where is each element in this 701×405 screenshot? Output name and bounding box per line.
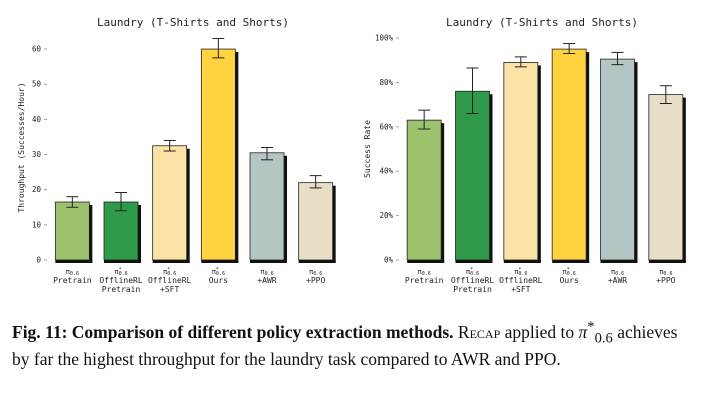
y-tick-label: 0	[36, 256, 41, 265]
y-tick-label: 10	[32, 220, 42, 229]
bar	[152, 145, 188, 261]
x-tick-label: +SFT	[511, 285, 530, 294]
y-tick-label: 60	[32, 45, 42, 54]
bar	[503, 62, 539, 261]
bar-base	[298, 260, 336, 263]
bar-base	[250, 260, 287, 263]
bar-base	[648, 260, 686, 263]
x-tick-symbol: π0.6	[66, 268, 79, 277]
bar-base	[600, 260, 638, 263]
x-tick-label: +AWR	[257, 276, 276, 285]
bar-base	[201, 260, 239, 263]
x-tick-label: +SFT	[160, 285, 179, 294]
x-tick-label: Pretrain	[102, 285, 141, 294]
bar-base	[503, 260, 541, 263]
throughput-chart: Laundry (T-Shirts and Shorts) Throughput …	[17, 16, 336, 294]
y-tick-label: 40%	[379, 167, 393, 176]
bar	[551, 48, 587, 261]
y-axis-label: Throughput (Successes/Hour)	[17, 82, 26, 212]
x-tick-label: +AWR	[608, 276, 627, 285]
x-tick-label: Pretrain	[53, 276, 92, 285]
bar-base	[104, 260, 141, 263]
caption-bold: Comparison of different policy extractio…	[71, 321, 454, 342]
caption-pi-star: *	[587, 319, 595, 335]
x-tick-symbol: π0.6	[309, 268, 322, 277]
chart-title: Laundry (T-Shirts and Shorts)	[97, 16, 289, 29]
x-tick-symbol: π* 0.6	[466, 267, 479, 277]
x-tick-symbol: π* 0.6	[212, 267, 225, 277]
x-tick-symbol: π* 0.6	[163, 267, 176, 277]
bar	[298, 182, 334, 261]
x-tick-label: OfflineRL	[499, 276, 543, 285]
caption-rest: achieves by far the highest throughput f…	[12, 321, 678, 370]
y-tick-label: 20%	[379, 211, 393, 220]
x-tick-label: Ours	[209, 276, 228, 285]
x-tick-symbol: π* 0.6	[563, 267, 576, 277]
x-tick-symbol: π0.6	[418, 268, 431, 277]
bar	[200, 48, 236, 261]
chart-title: Laundry (T-Shirts and Shorts)	[446, 16, 638, 29]
figure-caption: Fig. 11: Comparison of different policy …	[12, 317, 696, 370]
y-tick-label: 0%	[384, 256, 394, 265]
caption-label: Fig. 11:	[12, 321, 68, 342]
bar	[455, 90, 490, 261]
bar	[406, 119, 442, 261]
caption-recap: Recap	[457, 321, 501, 342]
caption-pi-sub: 0.6	[594, 330, 613, 347]
x-tick-label: OfflineRL	[148, 276, 192, 285]
y-axis-label: Success Rate	[363, 120, 372, 178]
bar-base	[152, 260, 190, 263]
y-tick-label: 20	[32, 185, 42, 194]
y-tick-label: 30	[32, 150, 42, 159]
caption-pi: π	[578, 321, 588, 342]
caption-mid: applied to	[504, 321, 575, 342]
bar	[249, 152, 285, 261]
y-tick-label: 40	[32, 115, 42, 124]
x-tick-symbol: π* 0.6	[514, 267, 527, 277]
bar-base	[552, 260, 590, 263]
y-tick-label: 100%	[375, 34, 394, 43]
x-tick-symbol: π0.6	[611, 268, 624, 277]
bar	[54, 201, 90, 261]
success-rate-chart: Laundry (T-Shirts and Shorts) Success Rat…	[363, 16, 686, 294]
x-tick-label: Pretrain	[405, 276, 444, 285]
y-tick-label: 50	[32, 80, 42, 89]
x-tick-label: OfflineRL	[451, 276, 495, 285]
x-tick-label: Pretrain	[453, 285, 492, 294]
y-tick-label: 80%	[379, 78, 393, 87]
x-tick-label: Ours	[560, 276, 579, 285]
x-tick-symbol: π0.6	[260, 268, 273, 277]
x-tick-symbol: π* 0.6	[114, 267, 127, 277]
x-tick-label: +PPO	[306, 276, 325, 285]
x-tick-label: +PPO	[656, 276, 675, 285]
bar-base	[407, 260, 445, 263]
y-tick-label: 60%	[379, 122, 393, 131]
x-tick-label: OfflineRL	[99, 276, 143, 285]
bar-base	[55, 260, 93, 263]
x-tick-symbol: π0.6	[659, 268, 672, 277]
bar	[600, 58, 635, 261]
bar	[648, 94, 684, 261]
bar-base	[455, 260, 493, 263]
